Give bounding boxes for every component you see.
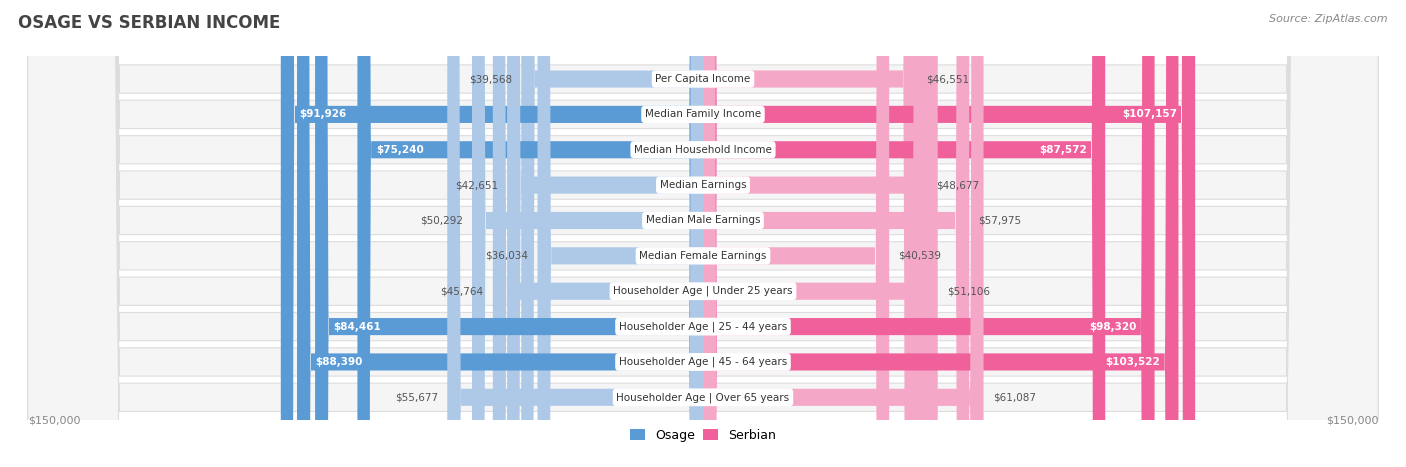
Text: $84,461: $84,461 (333, 322, 381, 332)
FancyBboxPatch shape (315, 0, 703, 467)
Text: $55,677: $55,677 (395, 392, 439, 402)
FancyBboxPatch shape (28, 0, 1378, 467)
Text: Median Earnings: Median Earnings (659, 180, 747, 190)
Text: Householder Age | Under 25 years: Householder Age | Under 25 years (613, 286, 793, 297)
Text: Median Female Earnings: Median Female Earnings (640, 251, 766, 261)
Text: $50,292: $50,292 (420, 215, 463, 226)
FancyBboxPatch shape (703, 0, 1154, 467)
Text: $57,975: $57,975 (979, 215, 1022, 226)
Text: $87,572: $87,572 (1039, 145, 1087, 155)
Text: $88,390: $88,390 (315, 357, 363, 367)
Text: Median Household Income: Median Household Income (634, 145, 772, 155)
FancyBboxPatch shape (703, 0, 969, 467)
FancyBboxPatch shape (703, 0, 938, 467)
Text: $39,568: $39,568 (470, 74, 512, 84)
FancyBboxPatch shape (703, 0, 1105, 467)
FancyBboxPatch shape (703, 0, 889, 467)
Text: Householder Age | 25 - 44 years: Householder Age | 25 - 44 years (619, 321, 787, 332)
FancyBboxPatch shape (28, 0, 1378, 467)
FancyBboxPatch shape (472, 0, 703, 467)
FancyBboxPatch shape (28, 0, 1378, 467)
FancyBboxPatch shape (28, 0, 1378, 467)
FancyBboxPatch shape (447, 0, 703, 467)
Text: $75,240: $75,240 (375, 145, 423, 155)
FancyBboxPatch shape (537, 0, 703, 467)
Text: Source: ZipAtlas.com: Source: ZipAtlas.com (1270, 14, 1388, 24)
Text: $150,000: $150,000 (1326, 415, 1378, 425)
Text: $45,764: $45,764 (440, 286, 484, 296)
FancyBboxPatch shape (522, 0, 703, 467)
Text: $98,320: $98,320 (1088, 322, 1136, 332)
FancyBboxPatch shape (703, 0, 1178, 467)
Text: OSAGE VS SERBIAN INCOME: OSAGE VS SERBIAN INCOME (18, 14, 281, 32)
Text: $150,000: $150,000 (28, 415, 80, 425)
FancyBboxPatch shape (703, 0, 917, 467)
FancyBboxPatch shape (357, 0, 703, 467)
FancyBboxPatch shape (28, 0, 1378, 467)
FancyBboxPatch shape (703, 0, 1195, 467)
Legend: Osage, Serbian: Osage, Serbian (626, 424, 780, 447)
Text: Householder Age | Over 65 years: Householder Age | Over 65 years (616, 392, 790, 403)
FancyBboxPatch shape (28, 0, 1378, 467)
Text: $61,087: $61,087 (993, 392, 1036, 402)
FancyBboxPatch shape (297, 0, 703, 467)
Text: $46,551: $46,551 (927, 74, 969, 84)
Text: Median Family Income: Median Family Income (645, 109, 761, 120)
Text: Per Capita Income: Per Capita Income (655, 74, 751, 84)
FancyBboxPatch shape (703, 0, 927, 467)
Text: $40,539: $40,539 (898, 251, 942, 261)
Text: $42,651: $42,651 (454, 180, 498, 190)
Text: Householder Age | 45 - 64 years: Householder Age | 45 - 64 years (619, 357, 787, 367)
FancyBboxPatch shape (508, 0, 703, 467)
FancyBboxPatch shape (28, 0, 1378, 467)
FancyBboxPatch shape (28, 0, 1378, 467)
Text: Median Male Earnings: Median Male Earnings (645, 215, 761, 226)
FancyBboxPatch shape (28, 0, 1378, 467)
Text: $103,522: $103,522 (1105, 357, 1160, 367)
Text: $36,034: $36,034 (485, 251, 529, 261)
FancyBboxPatch shape (494, 0, 703, 467)
FancyBboxPatch shape (703, 0, 984, 467)
FancyBboxPatch shape (28, 0, 1378, 467)
Text: $51,106: $51,106 (946, 286, 990, 296)
Text: $48,677: $48,677 (936, 180, 979, 190)
Text: $107,157: $107,157 (1122, 109, 1177, 120)
FancyBboxPatch shape (281, 0, 703, 467)
Text: $91,926: $91,926 (299, 109, 346, 120)
